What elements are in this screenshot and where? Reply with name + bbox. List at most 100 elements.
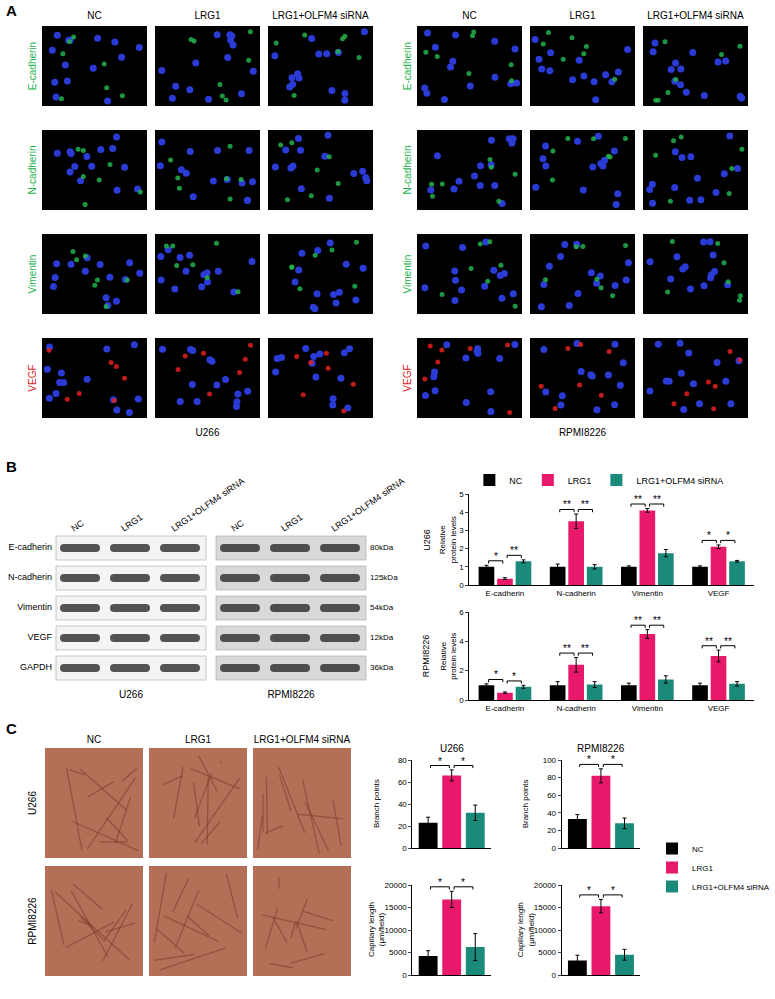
svg-text:**: ** [724, 636, 732, 647]
svg-text:80: 80 [398, 756, 407, 765]
svg-text:15000: 15000 [534, 903, 557, 912]
svg-text:40: 40 [398, 800, 407, 809]
svg-text:Branch points: Branch points [372, 779, 381, 828]
svg-text:60: 60 [398, 778, 407, 787]
svg-text:0: 0 [459, 696, 464, 705]
svg-text:E-cadherin: E-cadherin [402, 42, 413, 90]
svg-text:125kDa: 125kDa [370, 573, 398, 582]
svg-text:5000: 5000 [538, 948, 556, 957]
svg-text:1: 1 [459, 563, 464, 572]
svg-text:N-cadherin: N-cadherin [8, 572, 52, 582]
svg-text:12kDa: 12kDa [370, 633, 394, 642]
svg-text:**: ** [510, 545, 518, 556]
svg-text:*: * [587, 754, 591, 765]
svg-text:10000: 10000 [534, 926, 557, 935]
svg-text:E-cadherin: E-cadherin [486, 704, 525, 713]
svg-text:NC: NC [87, 734, 101, 745]
svg-text:20: 20 [398, 822, 407, 831]
svg-text:6: 6 [459, 608, 464, 617]
svg-text:RPMI8226: RPMI8226 [577, 743, 625, 754]
svg-text:60: 60 [547, 791, 556, 800]
svg-text:NC: NC [462, 10, 476, 21]
svg-text:LRG1: LRG1 [119, 512, 144, 534]
svg-text:N-cadherin: N-cadherin [557, 589, 596, 598]
svg-text:**: ** [581, 643, 589, 654]
svg-text:U266: U266 [196, 427, 220, 438]
svg-text:**: ** [653, 615, 661, 626]
svg-text:RPMI8226: RPMI8226 [421, 635, 431, 678]
svg-text:4: 4 [459, 637, 464, 646]
svg-text:*: * [461, 756, 465, 767]
svg-text:N-cadherin: N-cadherin [27, 146, 38, 195]
svg-text:**: ** [634, 494, 642, 505]
svg-text:2: 2 [459, 544, 464, 553]
svg-text:**: ** [653, 494, 661, 505]
svg-text:C: C [6, 720, 17, 737]
svg-text:U266: U266 [27, 791, 38, 815]
svg-text:5000: 5000 [389, 948, 407, 957]
svg-text:*: * [438, 877, 442, 888]
svg-text:20000: 20000 [534, 881, 557, 890]
svg-text:NC: NC [229, 518, 246, 534]
svg-text:0: 0 [402, 971, 407, 980]
svg-text:0: 0 [552, 971, 557, 980]
svg-text:**: ** [581, 499, 589, 510]
svg-text:RPMI8226: RPMI8226 [559, 427, 607, 438]
svg-text:Capillary length(μm/field): Capillary length(μm/field) [367, 902, 386, 957]
svg-text:E-cadherin: E-cadherin [27, 42, 38, 90]
svg-text:U266: U266 [440, 743, 464, 754]
svg-text:LRG1+OLFM4 siRNA: LRG1+OLFM4 siRNA [272, 10, 369, 21]
svg-text:*: * [707, 530, 711, 541]
svg-text:4: 4 [459, 508, 464, 517]
svg-text:Vimentin: Vimentin [27, 255, 38, 294]
svg-text:E-cadherin: E-cadherin [486, 589, 525, 598]
svg-text:LRG1+OLFM4 siRNA: LRG1+OLFM4 siRNA [169, 476, 246, 534]
svg-text:VEGF: VEGF [708, 589, 730, 598]
svg-text:LRG1+OLFM4 siRNA: LRG1+OLFM4 siRNA [329, 476, 406, 534]
svg-text:NC: NC [509, 476, 522, 486]
svg-text:LRG1+OLFM4 siRNA: LRG1+OLFM4 siRNA [636, 476, 723, 486]
svg-text:Relativeprotein levels: Relativeprotein levels [438, 516, 457, 563]
svg-text:Branch points: Branch points [521, 779, 530, 828]
svg-text:3: 3 [459, 526, 464, 535]
svg-text:Vimentin: Vimentin [17, 602, 52, 612]
svg-text:**: ** [563, 499, 571, 510]
svg-text:**: ** [634, 615, 642, 626]
svg-text:0: 0 [459, 581, 464, 590]
svg-text:RPMI8226: RPMI8226 [267, 689, 315, 700]
svg-text:*: * [611, 754, 615, 765]
svg-text:B: B [6, 458, 17, 475]
svg-text:U266: U266 [119, 689, 143, 700]
svg-text:LRG1: LRG1 [692, 864, 713, 873]
svg-text:U266: U266 [422, 529, 432, 551]
svg-text:80kDa: 80kDa [370, 543, 394, 552]
svg-text:0: 0 [552, 844, 557, 853]
svg-text:20: 20 [547, 826, 556, 835]
svg-text:0: 0 [402, 844, 407, 853]
svg-text:*: * [512, 671, 516, 682]
svg-text:N-cadherin: N-cadherin [402, 146, 413, 195]
svg-text:LRG1: LRG1 [569, 10, 596, 21]
svg-text:*: * [611, 885, 615, 896]
svg-text:LRG1+OLFM4 siRNA: LRG1+OLFM4 siRNA [647, 10, 744, 21]
svg-text:2: 2 [459, 666, 464, 675]
svg-text:A: A [6, 2, 17, 19]
svg-text:*: * [587, 885, 591, 896]
svg-text:54kDa: 54kDa [370, 603, 394, 612]
svg-text:10000: 10000 [385, 926, 408, 935]
svg-text:**: ** [705, 636, 713, 647]
svg-text:LRG1+OLFM4 siRNA: LRG1+OLFM4 siRNA [692, 883, 770, 892]
svg-text:RPMI8226: RPMI8226 [27, 897, 38, 945]
svg-text:N-cadherin: N-cadherin [557, 704, 596, 713]
svg-text:Vimentin: Vimentin [632, 589, 663, 598]
svg-text:GAPDH: GAPDH [20, 662, 52, 672]
svg-text:80: 80 [547, 773, 556, 782]
svg-text:VEGF: VEGF [708, 704, 730, 713]
svg-text:LRG1: LRG1 [194, 10, 221, 21]
svg-text:VEGF: VEGF [27, 632, 52, 642]
svg-text:Vimentin: Vimentin [402, 255, 413, 294]
svg-text:*: * [438, 756, 442, 767]
svg-text:NC: NC [87, 10, 101, 21]
svg-text:E-cadherin: E-cadherin [8, 542, 52, 552]
svg-text:15000: 15000 [385, 903, 408, 912]
